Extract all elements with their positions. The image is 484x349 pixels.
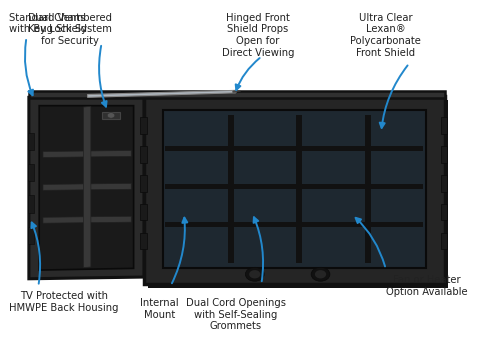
Circle shape (245, 267, 264, 281)
Text: Ultra Clear
Lexan®
Polycarbonate
Front Shield: Ultra Clear Lexan® Polycarbonate Front S… (349, 13, 421, 58)
FancyBboxPatch shape (227, 116, 233, 263)
FancyBboxPatch shape (440, 146, 446, 163)
Text: Hinged Front
Shield Props
Open for
Direct Viewing: Hinged Front Shield Props Open for Direc… (221, 13, 294, 58)
FancyBboxPatch shape (440, 232, 446, 249)
FancyBboxPatch shape (440, 175, 446, 192)
FancyBboxPatch shape (148, 101, 447, 288)
FancyBboxPatch shape (163, 110, 425, 268)
FancyBboxPatch shape (140, 146, 147, 163)
FancyBboxPatch shape (440, 204, 446, 220)
Text: Dual Chambered
Key Lock System
for Security: Dual Chambered Key Lock System for Secur… (28, 13, 112, 46)
Polygon shape (88, 90, 235, 97)
Text: Standard Vents
with Bug Shield: Standard Vents with Bug Shield (9, 13, 87, 35)
FancyBboxPatch shape (140, 117, 147, 134)
Text: Dual Cord Openings
with Self-Sealing
Grommets: Dual Cord Openings with Self-Sealing Gro… (185, 298, 285, 331)
FancyBboxPatch shape (440, 117, 446, 134)
Polygon shape (29, 97, 144, 279)
Circle shape (107, 113, 115, 118)
Text: TV Protected with
HMWPE Back Housing: TV Protected with HMWPE Back Housing (9, 291, 119, 313)
FancyBboxPatch shape (165, 222, 423, 227)
Polygon shape (43, 216, 131, 223)
FancyBboxPatch shape (28, 227, 33, 244)
FancyBboxPatch shape (28, 133, 33, 150)
FancyBboxPatch shape (102, 112, 120, 119)
FancyBboxPatch shape (28, 195, 33, 213)
Polygon shape (43, 183, 131, 190)
Polygon shape (29, 91, 444, 98)
FancyBboxPatch shape (140, 204, 147, 220)
Circle shape (311, 267, 329, 281)
FancyBboxPatch shape (165, 146, 423, 151)
FancyBboxPatch shape (296, 116, 302, 263)
Polygon shape (83, 106, 91, 268)
Circle shape (314, 270, 325, 279)
FancyBboxPatch shape (28, 164, 33, 181)
FancyBboxPatch shape (165, 184, 423, 189)
FancyBboxPatch shape (140, 175, 147, 192)
Text: Internal
Mount: Internal Mount (140, 298, 179, 319)
FancyBboxPatch shape (140, 232, 147, 249)
Text: Fan or Heater
Option Available: Fan or Heater Option Available (385, 275, 467, 297)
Circle shape (249, 270, 260, 279)
Polygon shape (43, 150, 131, 157)
FancyBboxPatch shape (364, 116, 370, 263)
Circle shape (232, 90, 237, 94)
FancyBboxPatch shape (144, 96, 444, 284)
Polygon shape (39, 106, 133, 270)
